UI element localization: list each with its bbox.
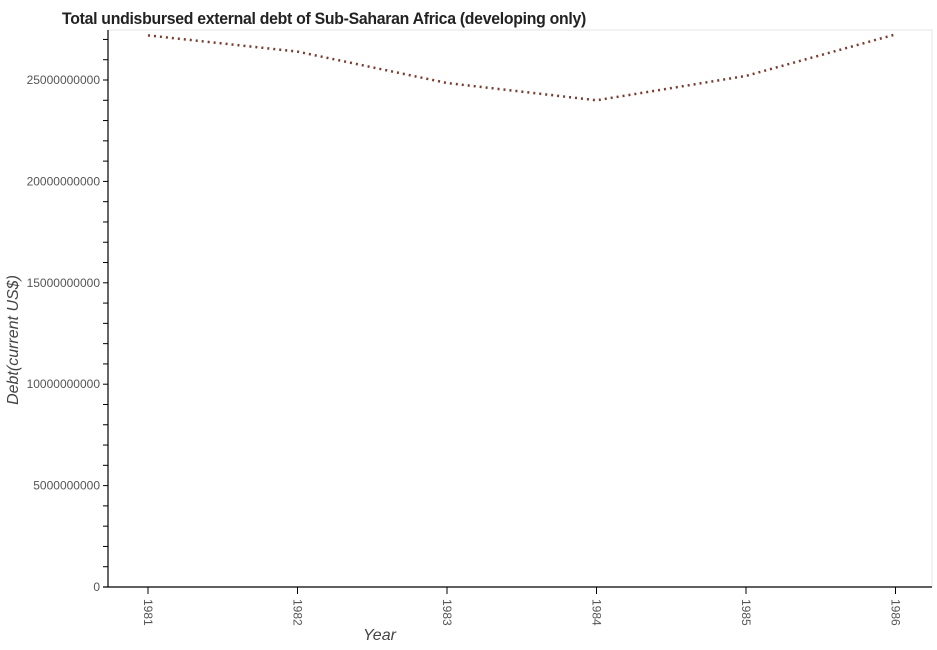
y-tick-label: 20000000000 [27, 174, 101, 188]
y-axis: 0 5000000000 10000000000 15000000000 2000000… [27, 30, 109, 594]
y-tick-label: 25000000000 [27, 73, 101, 87]
x-tick-label: 1985 [739, 599, 753, 626]
x-tick-label: 1982 [291, 599, 305, 626]
x-tick-label: 1984 [590, 599, 604, 626]
x-axis: 1981 1982 1983 1984 1985 1986 [103, 586, 932, 626]
x-tick-label: 1986 [889, 599, 903, 626]
y-tick-label: 10000000000 [27, 377, 101, 391]
chart-title: Total undisbursed external debt of Sub-S… [62, 9, 586, 28]
plot-background [107, 29, 933, 588]
x-tick-label: 1981 [141, 599, 155, 626]
y-tick-label: 5000000000 [33, 479, 100, 493]
x-axis-label: Year [363, 627, 396, 644]
data-line [147, 33, 896, 102]
y-tick-label: 0 [93, 580, 100, 594]
y-tick-label: 15000000000 [27, 276, 101, 290]
x-tick-label: 1983 [440, 599, 454, 626]
